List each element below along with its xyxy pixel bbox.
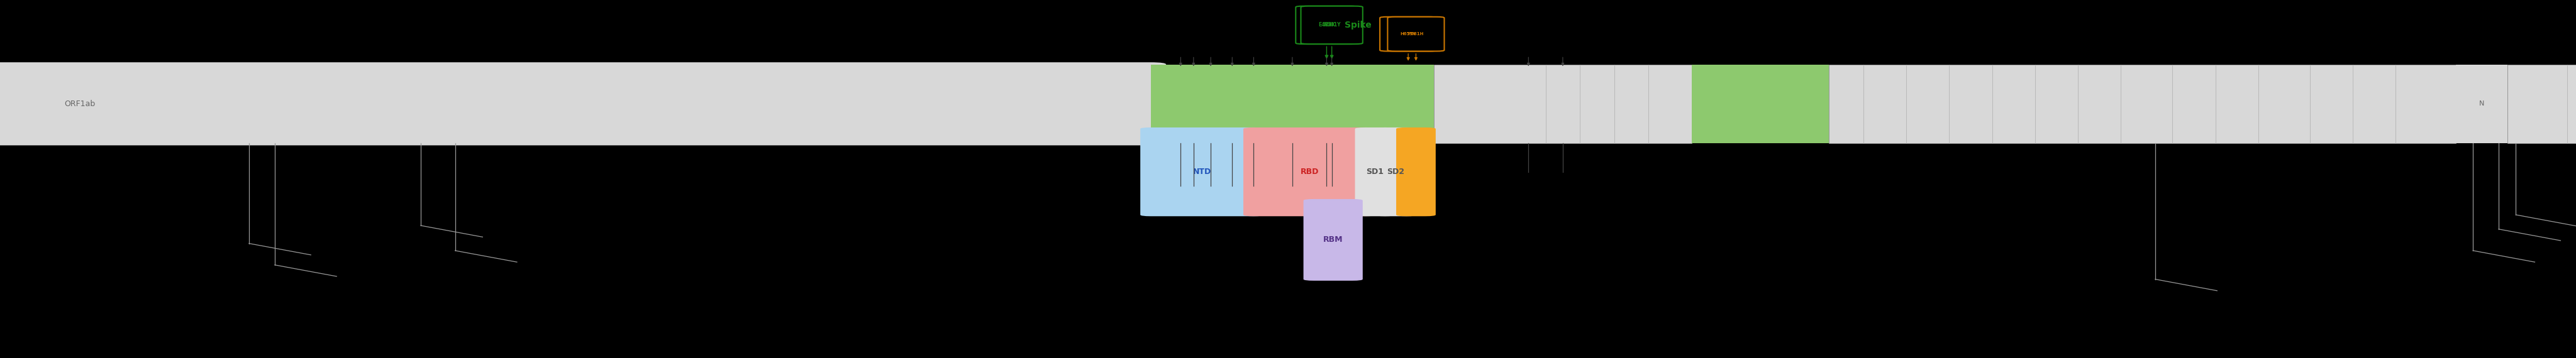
Bar: [1829, 64, 1862, 143]
Text: E484K: E484K: [1319, 22, 1334, 28]
Text: P681H: P681H: [1409, 32, 1425, 36]
Text: SD2: SD2: [1386, 168, 1404, 176]
Bar: [1862, 64, 1906, 143]
FancyBboxPatch shape: [1381, 17, 1437, 51]
Text: N: N: [2478, 101, 2483, 107]
FancyBboxPatch shape: [1244, 127, 1376, 216]
Bar: [2396, 64, 2455, 143]
Bar: [1435, 64, 1546, 143]
Text: H655Y: H655Y: [1401, 32, 1417, 36]
Bar: [2506, 64, 2568, 143]
Text: NTD: NTD: [1193, 168, 1211, 176]
Bar: [2120, 64, 2172, 143]
FancyBboxPatch shape: [1303, 199, 1363, 281]
Bar: [2215, 64, 2259, 143]
FancyBboxPatch shape: [1396, 127, 1435, 216]
Bar: [2568, 64, 2576, 143]
Bar: [1950, 64, 1991, 143]
Text: Spike: Spike: [1345, 21, 1370, 29]
Bar: [1649, 64, 1692, 143]
Text: ORF1ab: ORF1ab: [64, 100, 95, 108]
Text: N501Y: N501Y: [1324, 22, 1340, 28]
Bar: [2079, 64, 2120, 143]
Bar: [1906, 64, 1950, 143]
Bar: [1615, 64, 1649, 143]
FancyBboxPatch shape: [1301, 6, 1363, 44]
Bar: [2352, 64, 2396, 143]
Text: RBD: RBD: [1301, 168, 1319, 176]
FancyBboxPatch shape: [1355, 127, 1396, 216]
FancyBboxPatch shape: [0, 62, 1167, 145]
Bar: [1546, 64, 1579, 143]
FancyBboxPatch shape: [1388, 17, 1445, 51]
Bar: [2172, 64, 2215, 143]
Bar: [2259, 64, 2311, 143]
FancyBboxPatch shape: [1376, 127, 1417, 216]
Bar: [2311, 64, 2352, 143]
Bar: [1991, 64, 2035, 143]
Bar: [2455, 64, 2506, 143]
Bar: [1151, 64, 1435, 143]
Bar: [1579, 64, 1615, 143]
FancyBboxPatch shape: [1296, 6, 1358, 44]
Text: RBM: RBM: [1324, 236, 1342, 244]
Bar: [2035, 64, 2079, 143]
FancyBboxPatch shape: [1141, 127, 1265, 216]
Text: SD1: SD1: [1365, 168, 1383, 176]
Bar: [1692, 64, 1829, 143]
